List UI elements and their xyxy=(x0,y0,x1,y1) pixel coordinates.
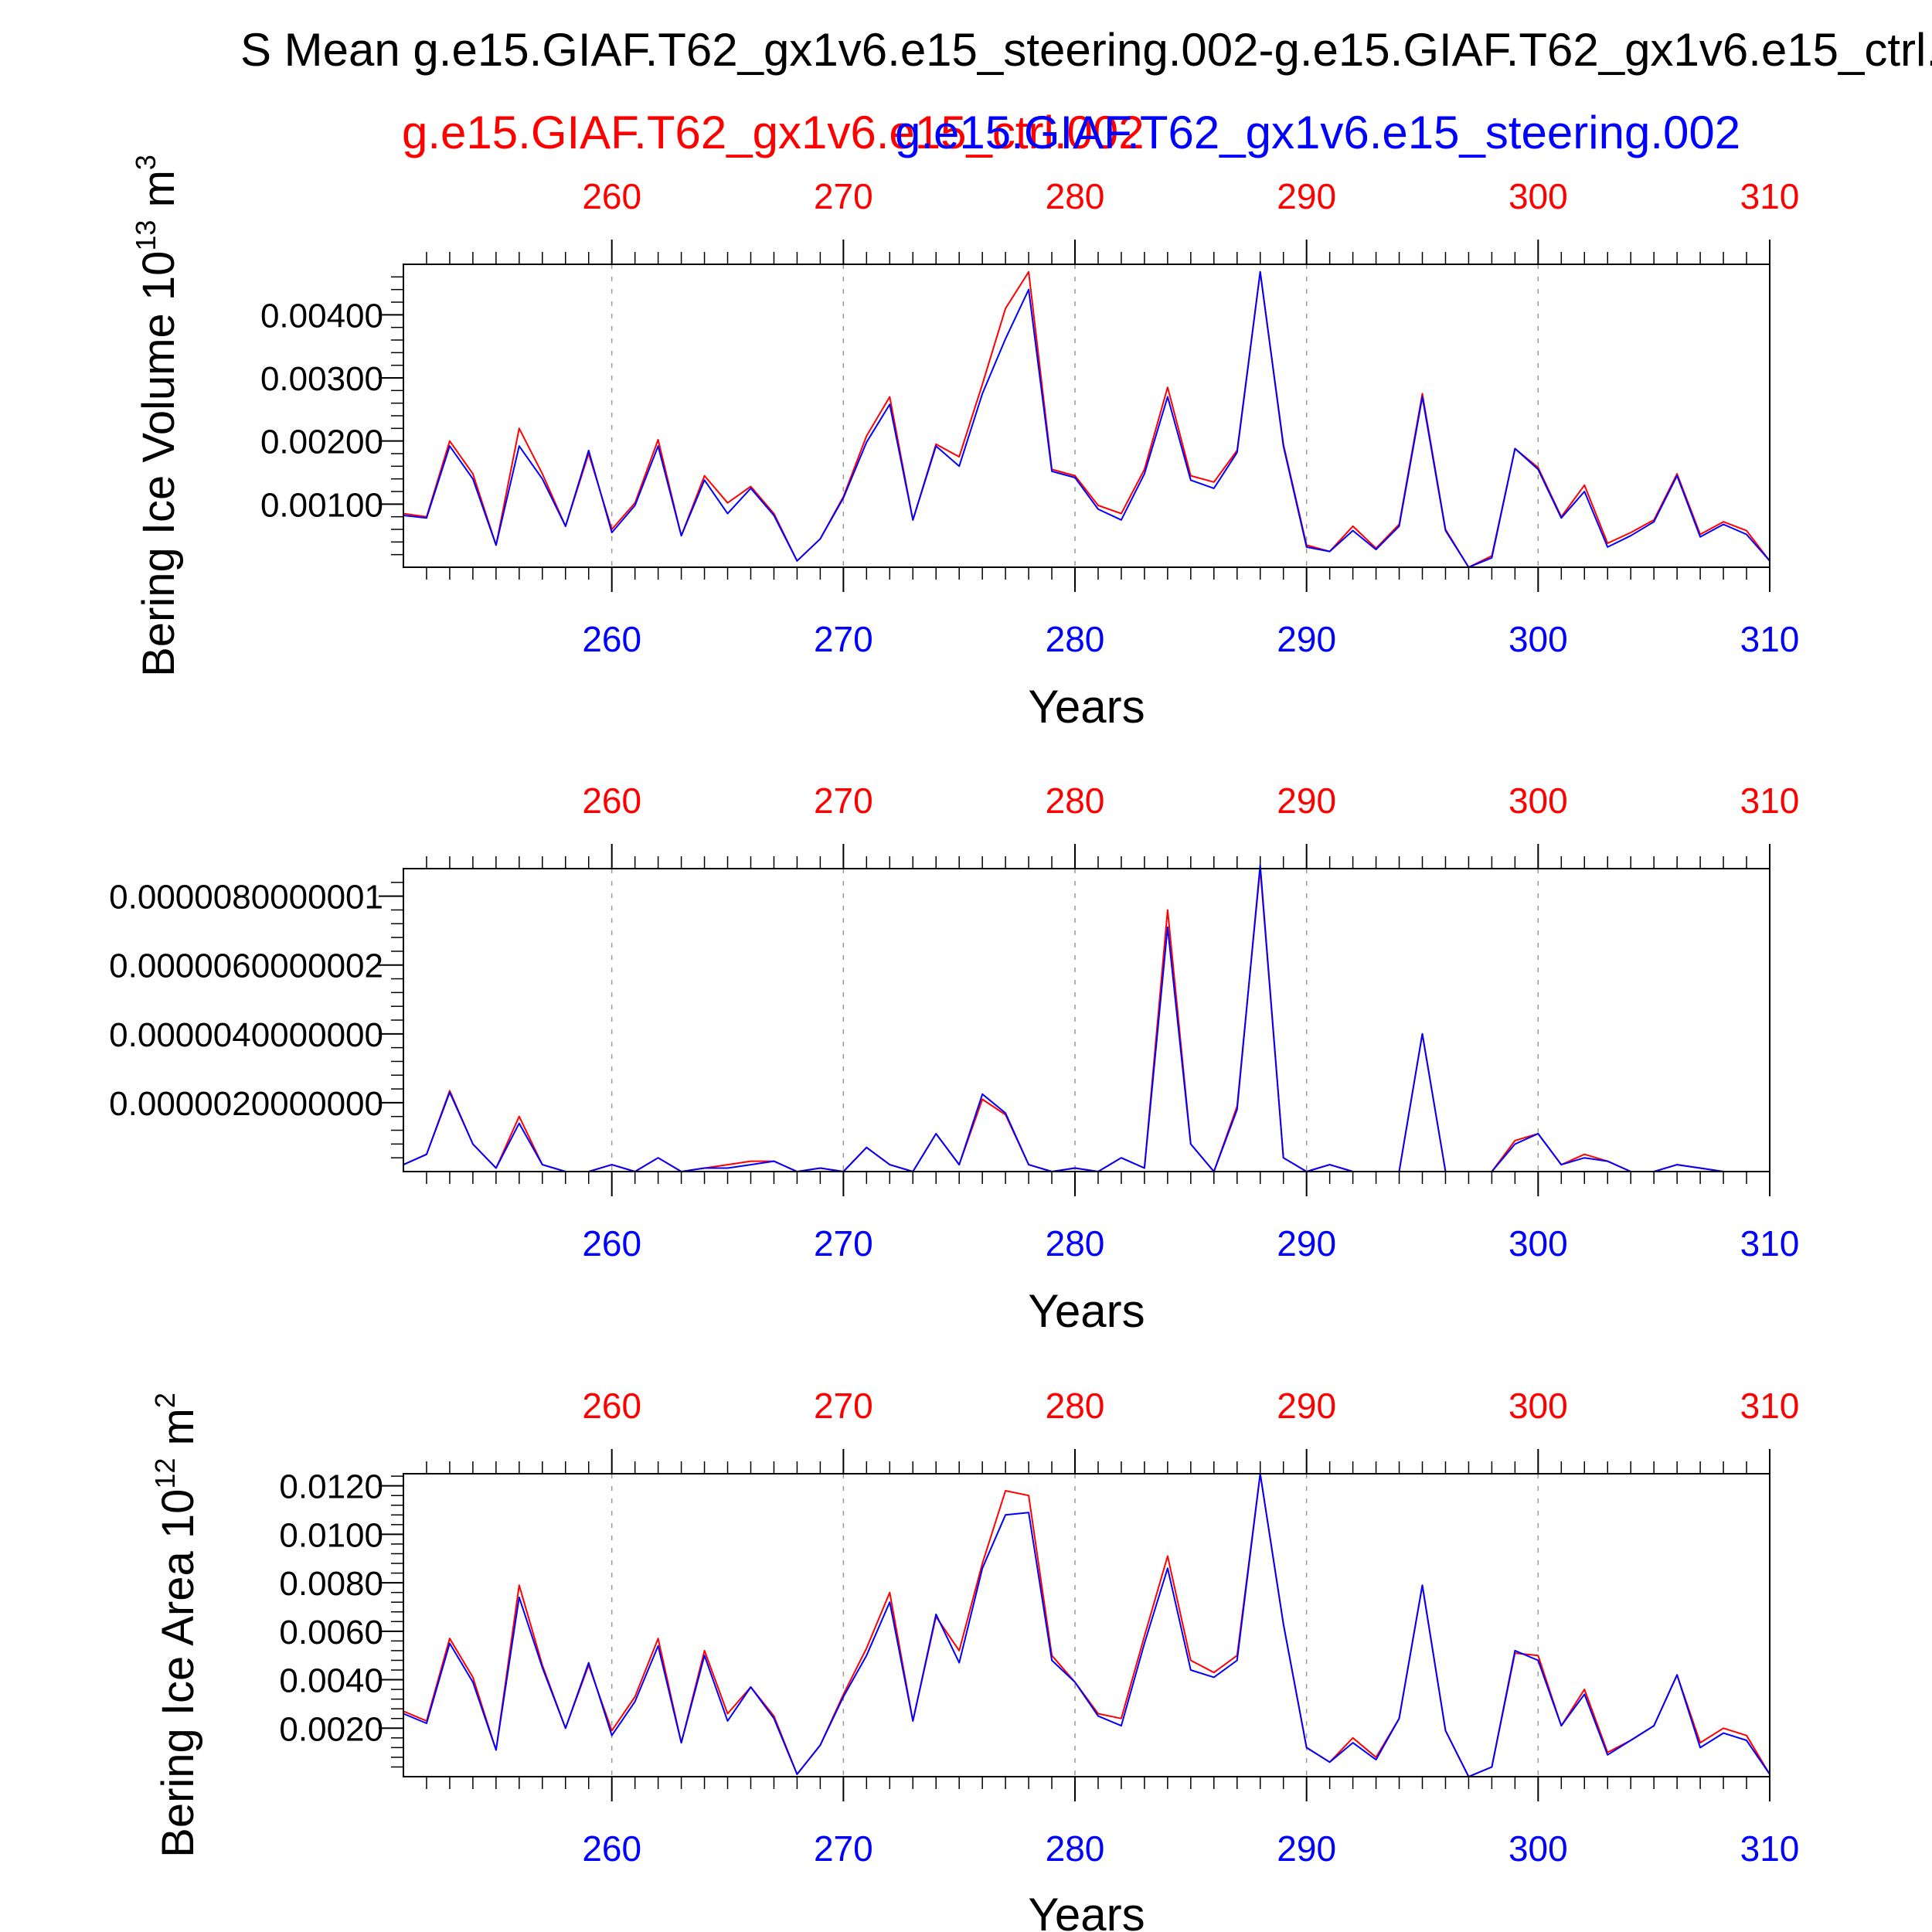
x-axis-label: Years xyxy=(1028,1889,1145,1932)
x-tick-label-bottom: 290 xyxy=(1277,1223,1336,1264)
x-tick-label-top: 290 xyxy=(1277,1386,1336,1426)
x-tick-label-top: 300 xyxy=(1509,176,1568,216)
y-tick-label: 0.0040 xyxy=(279,1662,383,1700)
x-tick-label-bottom: 290 xyxy=(1277,619,1336,659)
panel-ice-area: 260 260 270 270 280 280 290 290 300 300 310 310 0.00… xyxy=(149,1386,1799,1932)
x-tick-label-bottom: 310 xyxy=(1740,1828,1800,1869)
y-tick-label: 0.0060 xyxy=(279,1614,383,1651)
x-tick-label-bottom: 300 xyxy=(1509,619,1568,659)
y-tick-label: 0.0000040000000 xyxy=(109,1016,383,1054)
x-tick-label-top: 260 xyxy=(582,781,641,821)
x-tick-label-bottom: 280 xyxy=(1046,1223,1105,1264)
y-tick-label: 0.0000060000002 xyxy=(109,947,383,985)
x-tick-label-top: 270 xyxy=(814,176,873,216)
x-tick-label-top: 280 xyxy=(1046,1386,1105,1426)
plot-frame xyxy=(403,264,1770,568)
x-tick-label-bottom: 300 xyxy=(1509,1828,1568,1869)
x-tick-label-bottom: 290 xyxy=(1277,1828,1336,1869)
y-axis-label: Bering Ice Volume 1013 m3 xyxy=(130,155,184,677)
x-tick-label-bottom: 270 xyxy=(814,619,873,659)
y-tick-label: 0.0100 xyxy=(279,1516,383,1554)
panel-ice-volume: 260 260 270 270 280 280 290 290 300 300 310 310 0.00… xyxy=(130,155,1799,733)
y-tick-label: 0.00100 xyxy=(260,486,383,524)
y-tick-label: 0.00200 xyxy=(260,423,383,461)
x-tick-label-bottom: 300 xyxy=(1509,1223,1568,1264)
series-line-steering xyxy=(403,1473,1770,1777)
x-tick-label-bottom: 260 xyxy=(582,1223,641,1264)
x-tick-label-top: 310 xyxy=(1740,1386,1800,1426)
y-tick-label: 0.0000020000000 xyxy=(109,1085,383,1123)
x-tick-label-bottom: 310 xyxy=(1740,1223,1800,1264)
x-tick-label-top: 310 xyxy=(1740,781,1800,821)
page-title: S Mean g.e15.GIAF.T62_gx1v6.e15_steering… xyxy=(240,24,1932,76)
x-tick-label-bottom: 260 xyxy=(582,1828,641,1869)
x-tick-label-bottom: 280 xyxy=(1046,619,1105,659)
x-tick-label-top: 280 xyxy=(1046,176,1105,216)
x-tick-label-bottom: 260 xyxy=(582,619,641,659)
series-line-steering xyxy=(403,864,1770,1172)
x-tick-label-top: 290 xyxy=(1277,176,1336,216)
panel-middle-series: 260 260 270 270 280 280 290 290 300 300 310 310 0.00… xyxy=(109,781,1799,1337)
x-tick-label-bottom: 280 xyxy=(1046,1828,1105,1869)
x-tick-label-top: 290 xyxy=(1277,781,1336,821)
series-line-steering xyxy=(403,270,1770,568)
x-tick-label-top: 260 xyxy=(582,176,641,216)
y-tick-label: 0.0120 xyxy=(279,1468,383,1506)
x-tick-label-top: 300 xyxy=(1509,1386,1568,1426)
y-tick-label: 0.00300 xyxy=(260,360,383,398)
x-tick-label-top: 280 xyxy=(1046,781,1105,821)
x-tick-label-bottom: 270 xyxy=(814,1828,873,1869)
x-tick-label-top: 270 xyxy=(814,1386,873,1426)
x-tick-label-top: 260 xyxy=(582,1386,641,1426)
legend-steering-label: g.e15.GIAF.T62_gx1v6.e15_steering.002 xyxy=(895,107,1741,158)
legend-ctrl-label: g.e15.GIAF.T62_gx1v6.e15_ctrl.002 xyxy=(402,107,1145,158)
plot-frame xyxy=(403,1473,1770,1777)
y-tick-label: 0.00400 xyxy=(260,297,383,335)
x-axis-label: Years xyxy=(1028,1285,1145,1337)
x-tick-label-top: 270 xyxy=(814,781,873,821)
x-tick-label-top: 310 xyxy=(1740,176,1800,216)
series-line-ctrl xyxy=(403,1473,1770,1777)
x-axis-label: Years xyxy=(1028,681,1145,733)
x-tick-label-top: 300 xyxy=(1509,781,1568,821)
y-tick-label: 0.0020 xyxy=(279,1710,383,1748)
y-tick-label: 0.0080 xyxy=(279,1565,383,1603)
series-line-ctrl xyxy=(403,868,1770,1172)
plot-frame xyxy=(403,868,1770,1172)
y-axis-label: Bering Ice Area 1012 m2 xyxy=(149,1393,203,1858)
y-tick-label: 0.0000080000001 xyxy=(109,879,383,917)
x-tick-label-bottom: 270 xyxy=(814,1223,873,1264)
x-tick-label-bottom: 310 xyxy=(1740,619,1800,659)
